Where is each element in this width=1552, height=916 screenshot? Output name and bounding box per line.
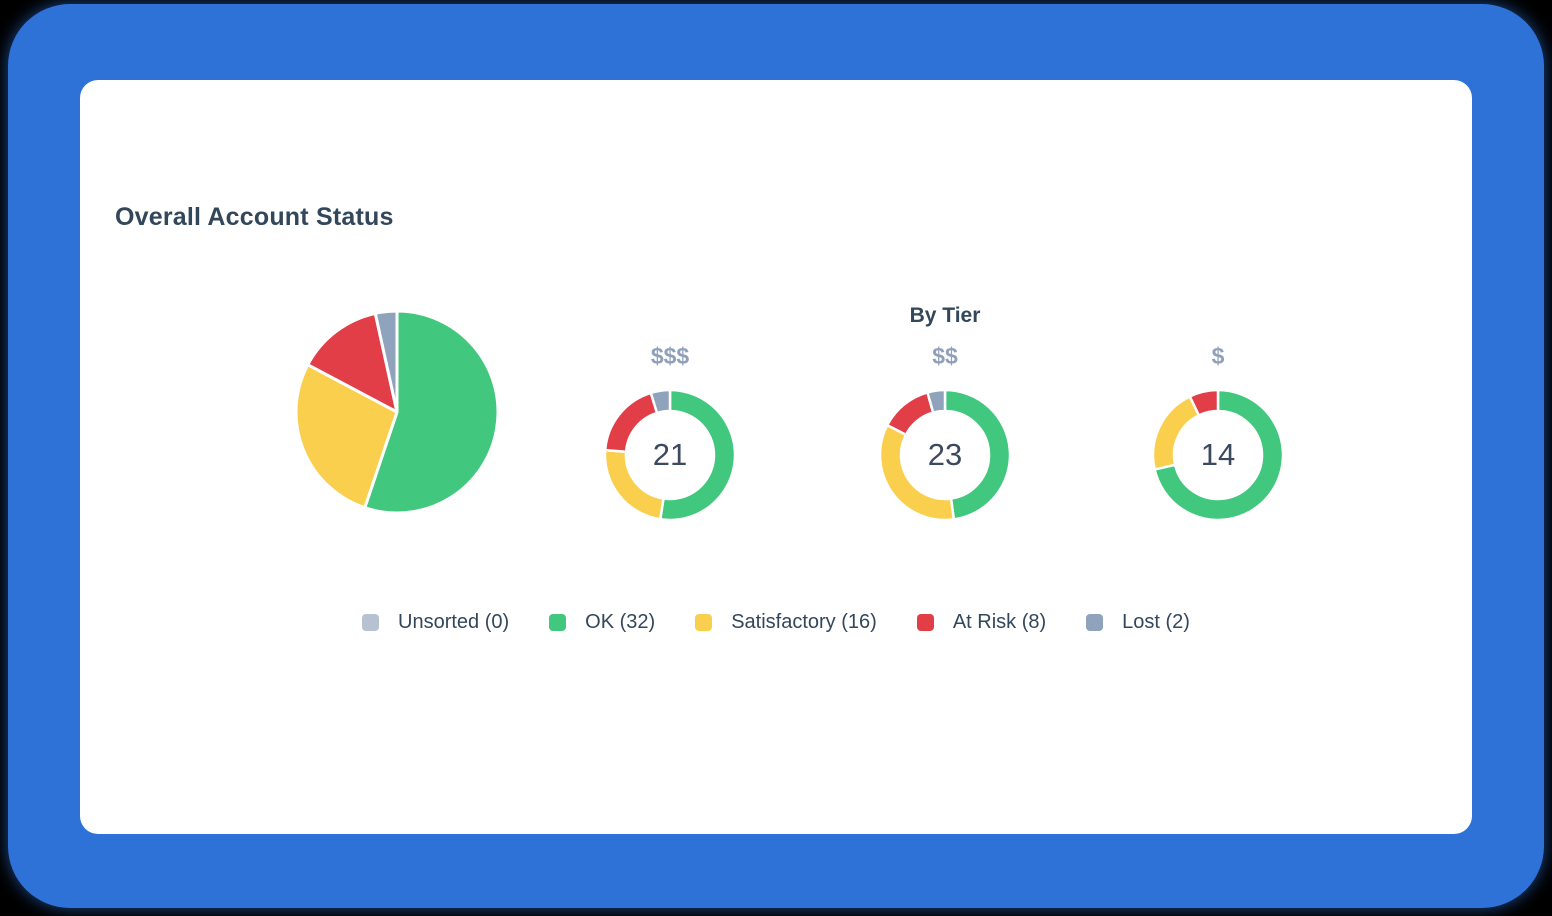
legend-item-lost[interactable]: Lost (2) (1086, 611, 1190, 634)
slice-ok[interactable] (1153, 388, 1285, 522)
slice-lost[interactable] (649, 388, 672, 415)
report-title: Overall Account Status (115, 203, 394, 231)
tier-two-dollar-donut-chart[interactable] (877, 387, 1013, 523)
slice-satisfactory[interactable] (603, 448, 665, 521)
slice-lost[interactable] (373, 309, 399, 414)
slice-ok[interactable] (659, 388, 737, 522)
slice-satisfactory[interactable] (1151, 395, 1201, 471)
slice-at-risk[interactable] (306, 311, 399, 414)
slice-at-risk[interactable] (1188, 388, 1220, 417)
tier-three-dollar-donut-chart[interactable] (602, 387, 738, 523)
chart-legend: Unsorted (0) OK (32) Satisfactory (16) A… (80, 611, 1472, 634)
slice-at-risk[interactable] (886, 391, 935, 437)
tier-label-three-dollar: $$$ (650, 343, 690, 369)
legend-item-unsorted[interactable]: Unsorted (0) (362, 611, 509, 634)
overall-status-pie-chart[interactable] (292, 307, 502, 517)
legend-item-ok[interactable]: OK (32) (549, 611, 655, 634)
legend-label-ok: OK (32) (585, 611, 656, 633)
legend-swatch-lost (1086, 614, 1104, 631)
tier-label-one-dollar: $ (1211, 343, 1225, 369)
slice-lost[interactable] (926, 388, 947, 414)
slice-satisfactory[interactable] (294, 363, 399, 510)
tier-one-dollar-donut-chart[interactable] (1150, 387, 1286, 523)
report-card: Overall Account Status By Tier $$$ $$ $ … (80, 80, 1472, 834)
slice-satisfactory[interactable] (878, 423, 956, 522)
tier-label-two-dollar: $$ (932, 343, 958, 369)
legend-swatch-at-risk (916, 614, 934, 631)
legend-label-at-risk: At Risk (8) (952, 611, 1047, 633)
legend-label-satisfactory: Satisfactory (16) (731, 611, 877, 633)
legend-swatch-unsorted (362, 614, 380, 631)
legend-swatch-satisfactory (695, 614, 713, 631)
legend-item-at-risk[interactable]: At Risk (8) (916, 611, 1047, 634)
by-tier-heading: By Tier (909, 304, 981, 327)
dashboard-frame: Overall Account Status By Tier $$$ $$ $ … (8, 4, 1544, 908)
legend-label-unsorted: Unsorted (0) (398, 611, 510, 633)
slice-ok[interactable] (943, 388, 1012, 521)
slice-at-risk[interactable] (603, 391, 659, 453)
legend-swatch-ok (549, 614, 567, 631)
legend-label-lost: Lost (2) (1122, 611, 1190, 633)
legend-item-satisfactory[interactable]: Satisfactory (16) (695, 611, 877, 634)
